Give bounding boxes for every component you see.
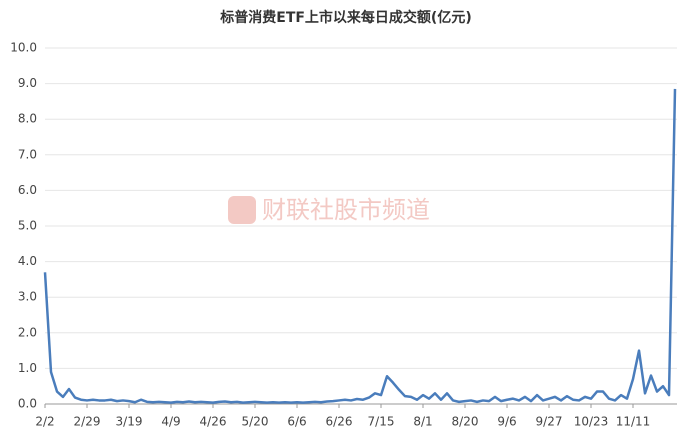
x-tick-label: 5/20 — [242, 415, 269, 429]
x-tick-label: 9/6 — [497, 415, 516, 429]
y-tick-label: 7.0 — [18, 147, 37, 161]
x-tick-label: 6/6 — [287, 415, 306, 429]
x-tick-label: 6/26 — [326, 415, 353, 429]
y-tick-label: 4.0 — [18, 254, 37, 268]
y-tick-label: 2.0 — [18, 325, 37, 339]
line — [43, 88, 677, 404]
x-tick-label: 2/29 — [74, 415, 101, 429]
x-tick-label: 7/15 — [368, 415, 395, 429]
y-tick-label: 5.0 — [18, 219, 37, 233]
x-tick-label: 2/2 — [35, 415, 54, 429]
y-tick-label: 8.0 — [18, 112, 37, 126]
x-tick-label: 4/9 — [161, 415, 180, 429]
y-tick-label: 6.0 — [18, 183, 37, 197]
x-tick-label: 9/27 — [536, 415, 563, 429]
y-tick-label: 9.0 — [18, 76, 37, 90]
y-tick-label: 1.0 — [18, 361, 37, 375]
watermark-logo — [228, 196, 256, 224]
x-tick-label: 8/20 — [452, 415, 479, 429]
x-tick-label: 11/11 — [616, 415, 651, 429]
x-tick-label: 8/1 — [413, 415, 432, 429]
x-tick-label: 4/26 — [200, 415, 227, 429]
watermark: 财联社股市频道 — [262, 196, 430, 224]
y-tick-label: 10.0 — [10, 41, 37, 55]
x-tick-label: 10/23 — [574, 415, 609, 429]
chart-title: 标普消费ETF上市以来每日成交额(亿元) — [219, 9, 471, 26]
x-tick-label: 3/19 — [116, 415, 143, 429]
y-tick-label: 3.0 — [18, 290, 37, 304]
y-tick-label: 0.0 — [18, 397, 37, 411]
